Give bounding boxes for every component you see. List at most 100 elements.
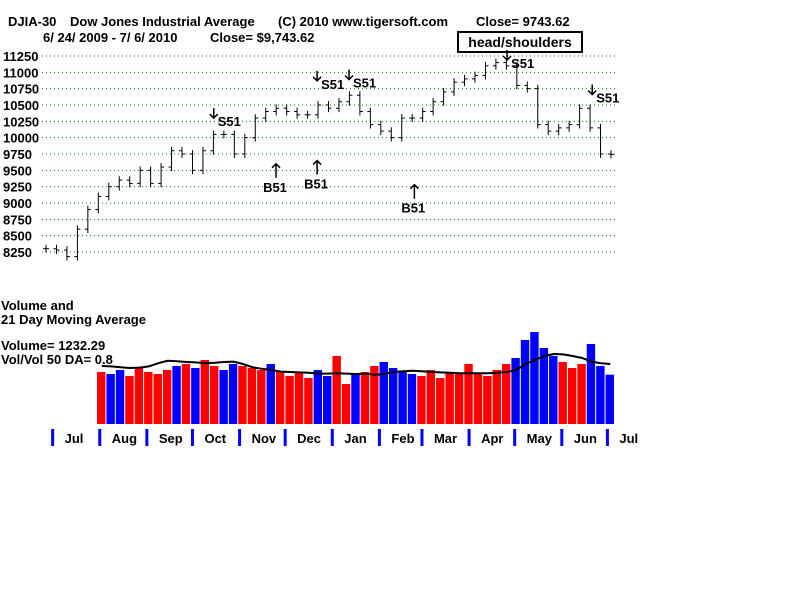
price-bar: [545, 120, 552, 136]
signal-label: S51: [321, 77, 344, 92]
price-bar: [388, 127, 395, 142]
volume-bar: [125, 376, 134, 424]
price-bar: [147, 166, 154, 188]
sell-arrow-icon: [209, 108, 219, 120]
month-label: Nov: [252, 431, 277, 446]
volume-title-1: Volume and: [1, 298, 74, 313]
price-bar: [189, 150, 196, 175]
volume-bar: [492, 370, 501, 424]
volume-ma-line: [101, 352, 611, 376]
price-bar: [492, 58, 499, 70]
volume-bar: [257, 370, 266, 424]
volume-bar: [539, 348, 549, 424]
price-bar: [158, 163, 165, 188]
volume-bar: [172, 366, 181, 424]
volume-bar: [558, 362, 567, 424]
y-tick-label: 11250: [3, 49, 38, 64]
volume-bar: [454, 374, 464, 424]
volume-bar: [520, 340, 530, 424]
price-bar: [419, 107, 426, 122]
price-bar: [168, 146, 175, 171]
price-bar: [84, 205, 91, 234]
price-bar: [315, 101, 322, 119]
y-tick-label: 8750: [3, 212, 32, 227]
volume-bar: [144, 372, 153, 424]
price-bar: [262, 107, 269, 122]
volume-bar: [530, 332, 539, 424]
signal-label: S51: [218, 114, 241, 129]
buy-arrow-icon: [312, 159, 322, 175]
price-bar: [597, 123, 604, 158]
volume-bar: [596, 366, 605, 424]
price-bar: [116, 176, 123, 191]
price-bar: [409, 114, 416, 122]
sell-arrow-icon: [502, 50, 512, 62]
signal-label: S51: [596, 91, 619, 106]
volume-bar: [323, 376, 332, 424]
volume-bar: [228, 364, 238, 424]
volume-bar: [351, 374, 360, 424]
volume-bar: [313, 370, 323, 424]
volume-bar: [266, 364, 275, 424]
price-bar: [524, 81, 531, 93]
volume-bar: [464, 364, 473, 424]
volume-bar: [285, 376, 294, 424]
volume-bar: [577, 364, 586, 424]
price-bar: [534, 84, 541, 129]
price-bar: [335, 97, 342, 113]
signal-label: B51: [304, 177, 328, 192]
price-bar: [283, 104, 290, 116]
month-label: Jun: [574, 431, 597, 446]
volume-bar: [360, 372, 370, 424]
volume-bar: [200, 360, 210, 424]
volume-bar: [210, 366, 219, 424]
volume-bar: [275, 372, 285, 424]
volume-bar: [398, 372, 407, 424]
month-label: Apr: [481, 431, 503, 446]
sell-arrow-icon: [587, 84, 597, 96]
price-bar: [199, 146, 206, 175]
price-bar: [220, 130, 227, 139]
volume-bar: [586, 344, 596, 424]
price-bar: [74, 225, 81, 261]
volume-value: Volume= 1232.29: [1, 338, 106, 353]
month-label: Jul: [619, 431, 638, 446]
price-bar: [53, 244, 60, 254]
volume-bar: [501, 364, 511, 424]
volume-bar: [417, 376, 426, 424]
y-tick-label: 10750: [3, 82, 39, 97]
price-bar: [346, 91, 353, 106]
month-label: Aug: [112, 431, 137, 446]
price-bar: [503, 58, 510, 70]
price-bar: [367, 107, 374, 129]
price-bar: [304, 110, 311, 119]
volume-bar: [153, 374, 162, 424]
volume-bar: [238, 366, 247, 424]
price-bar: [273, 104, 280, 116]
signal-label: B51: [401, 201, 425, 216]
volume-bar: [388, 368, 398, 424]
price-bar: [231, 130, 238, 158]
price-bar: [451, 78, 458, 96]
price-bar: [325, 101, 332, 113]
price-bar: [294, 107, 301, 119]
price-bar: [43, 244, 49, 253]
y-tick-label: 8500: [3, 229, 32, 244]
y-tick-label: 10250: [3, 114, 39, 129]
price-bar: [241, 133, 248, 158]
price-bar: [210, 130, 217, 155]
sell-arrow-icon: [344, 69, 354, 81]
y-tick-label: 9750: [3, 147, 32, 162]
volume-bar: [445, 372, 454, 424]
volume-bar: [473, 374, 483, 424]
price-bar: [587, 104, 594, 132]
price-bar: [356, 91, 363, 116]
volume-bar: [511, 358, 520, 424]
price-bar: [179, 146, 186, 158]
date-range: 6/ 24/ 2009 - 7/ 6/ 2010: [43, 30, 178, 45]
price-bar: [461, 74, 468, 87]
volume-bar: [97, 372, 106, 424]
volume-bar: [370, 366, 379, 424]
volume-bar: [247, 368, 257, 424]
